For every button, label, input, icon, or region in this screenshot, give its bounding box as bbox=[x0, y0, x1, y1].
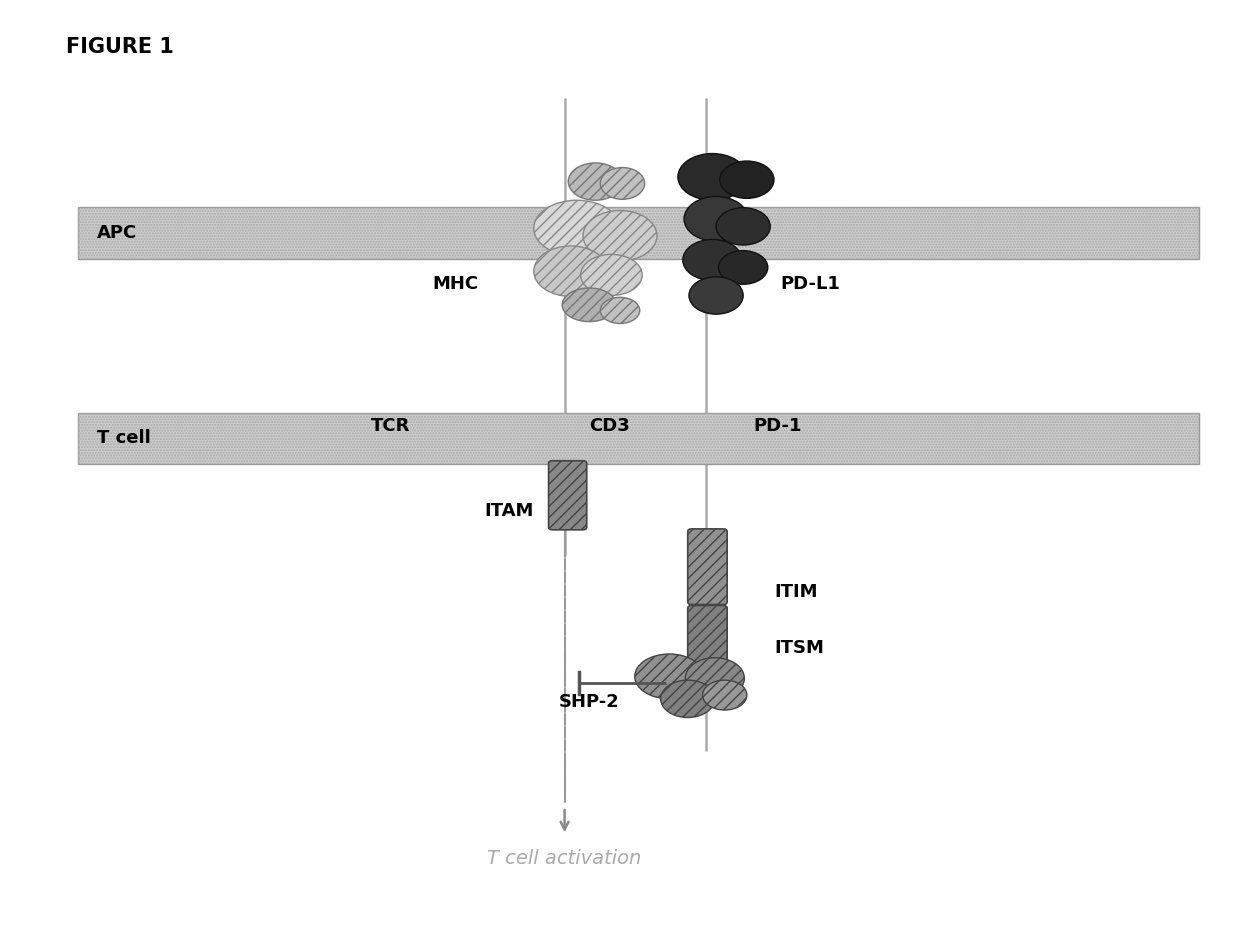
Ellipse shape bbox=[678, 154, 746, 201]
FancyBboxPatch shape bbox=[688, 606, 727, 672]
Text: SHP-2: SHP-2 bbox=[559, 693, 620, 711]
Ellipse shape bbox=[635, 654, 704, 699]
Ellipse shape bbox=[533, 201, 620, 256]
Ellipse shape bbox=[684, 197, 748, 241]
Text: ITIM: ITIM bbox=[774, 583, 817, 601]
Text: MHC: MHC bbox=[433, 275, 479, 293]
Ellipse shape bbox=[568, 163, 622, 201]
Ellipse shape bbox=[533, 246, 608, 297]
Ellipse shape bbox=[580, 254, 642, 296]
Text: CD3: CD3 bbox=[589, 417, 630, 435]
Text: PD-L1: PD-L1 bbox=[780, 275, 839, 293]
FancyBboxPatch shape bbox=[688, 528, 727, 605]
Ellipse shape bbox=[661, 680, 714, 718]
Ellipse shape bbox=[718, 251, 768, 284]
Text: TCR: TCR bbox=[371, 417, 410, 435]
Text: PD-1: PD-1 bbox=[753, 417, 801, 435]
Text: APC: APC bbox=[97, 224, 136, 242]
Ellipse shape bbox=[583, 210, 657, 261]
Text: ITAM: ITAM bbox=[485, 502, 534, 520]
Ellipse shape bbox=[719, 161, 774, 199]
Ellipse shape bbox=[683, 239, 742, 281]
Bar bbox=[78, 413, 1199, 464]
Ellipse shape bbox=[703, 680, 746, 710]
Ellipse shape bbox=[686, 658, 744, 699]
Text: ITSM: ITSM bbox=[774, 640, 823, 658]
Text: T cell: T cell bbox=[97, 430, 150, 447]
FancyBboxPatch shape bbox=[548, 461, 587, 529]
Ellipse shape bbox=[689, 277, 743, 314]
Bar bbox=[78, 207, 1199, 259]
Text: T cell activation: T cell activation bbox=[487, 849, 642, 868]
Bar bbox=[78, 413, 1199, 464]
Text: FIGURE 1: FIGURE 1 bbox=[66, 37, 174, 57]
Ellipse shape bbox=[715, 207, 770, 245]
Ellipse shape bbox=[600, 298, 640, 323]
Ellipse shape bbox=[600, 168, 645, 200]
Ellipse shape bbox=[562, 288, 616, 321]
Bar bbox=[78, 207, 1199, 259]
